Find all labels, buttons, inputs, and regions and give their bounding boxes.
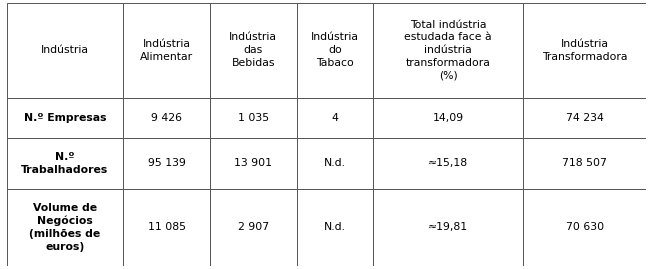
Bar (7, 98, 123, 139)
Text: N.º
Trabalhadores: N.º Trabalhadores (22, 152, 108, 175)
Text: 4: 4 (331, 113, 338, 123)
Text: 14,09: 14,09 (432, 113, 464, 123)
Bar (210, 139, 296, 189)
Text: 718 507: 718 507 (562, 158, 607, 168)
Text: 11 085: 11 085 (148, 222, 185, 232)
Bar (7, 139, 123, 189)
Text: Volume de
Negócios
(milhões de
euros): Volume de Negócios (milhões de euros) (29, 203, 101, 252)
Bar (296, 3, 373, 98)
Bar (123, 139, 210, 189)
Text: Indústria
das
Bebidas: Indústria das Bebidas (229, 32, 277, 68)
Bar (523, 3, 646, 98)
Bar (523, 139, 646, 189)
Text: 1 035: 1 035 (238, 113, 269, 123)
Bar (373, 189, 523, 266)
Bar (296, 98, 373, 139)
Bar (7, 3, 123, 98)
Text: ≈19,81: ≈19,81 (428, 222, 468, 232)
Bar (123, 3, 210, 98)
Bar (523, 98, 646, 139)
Bar (7, 189, 123, 266)
Text: 95 139: 95 139 (148, 158, 185, 168)
Text: Indústria
do
Tabaco: Indústria do Tabaco (311, 32, 359, 68)
Bar (296, 189, 373, 266)
Text: 13 901: 13 901 (234, 158, 272, 168)
Bar (296, 139, 373, 189)
Text: Indústria: Indústria (41, 45, 89, 55)
Text: 2 907: 2 907 (238, 222, 269, 232)
Text: Indústria
Transformadora: Indústria Transformadora (542, 39, 628, 62)
Text: 70 630: 70 630 (565, 222, 604, 232)
Text: N.º Empresas: N.º Empresas (24, 113, 106, 123)
Bar (210, 98, 296, 139)
Bar (210, 3, 296, 98)
Text: N.d.: N.d. (324, 222, 346, 232)
Text: N.d.: N.d. (324, 158, 346, 168)
Bar (373, 98, 523, 139)
Text: Total indústria
estudada face à
indústria
transformadora
(%): Total indústria estudada face à indústri… (404, 20, 492, 81)
Text: 9 426: 9 426 (151, 113, 182, 123)
Bar (523, 189, 646, 266)
Bar (373, 139, 523, 189)
Bar (123, 189, 210, 266)
Text: Indústria
Alimentar: Indústria Alimentar (140, 39, 193, 62)
Text: ≈15,18: ≈15,18 (428, 158, 468, 168)
Text: 74 234: 74 234 (566, 113, 604, 123)
Bar (373, 3, 523, 98)
Bar (123, 98, 210, 139)
Bar (210, 189, 296, 266)
